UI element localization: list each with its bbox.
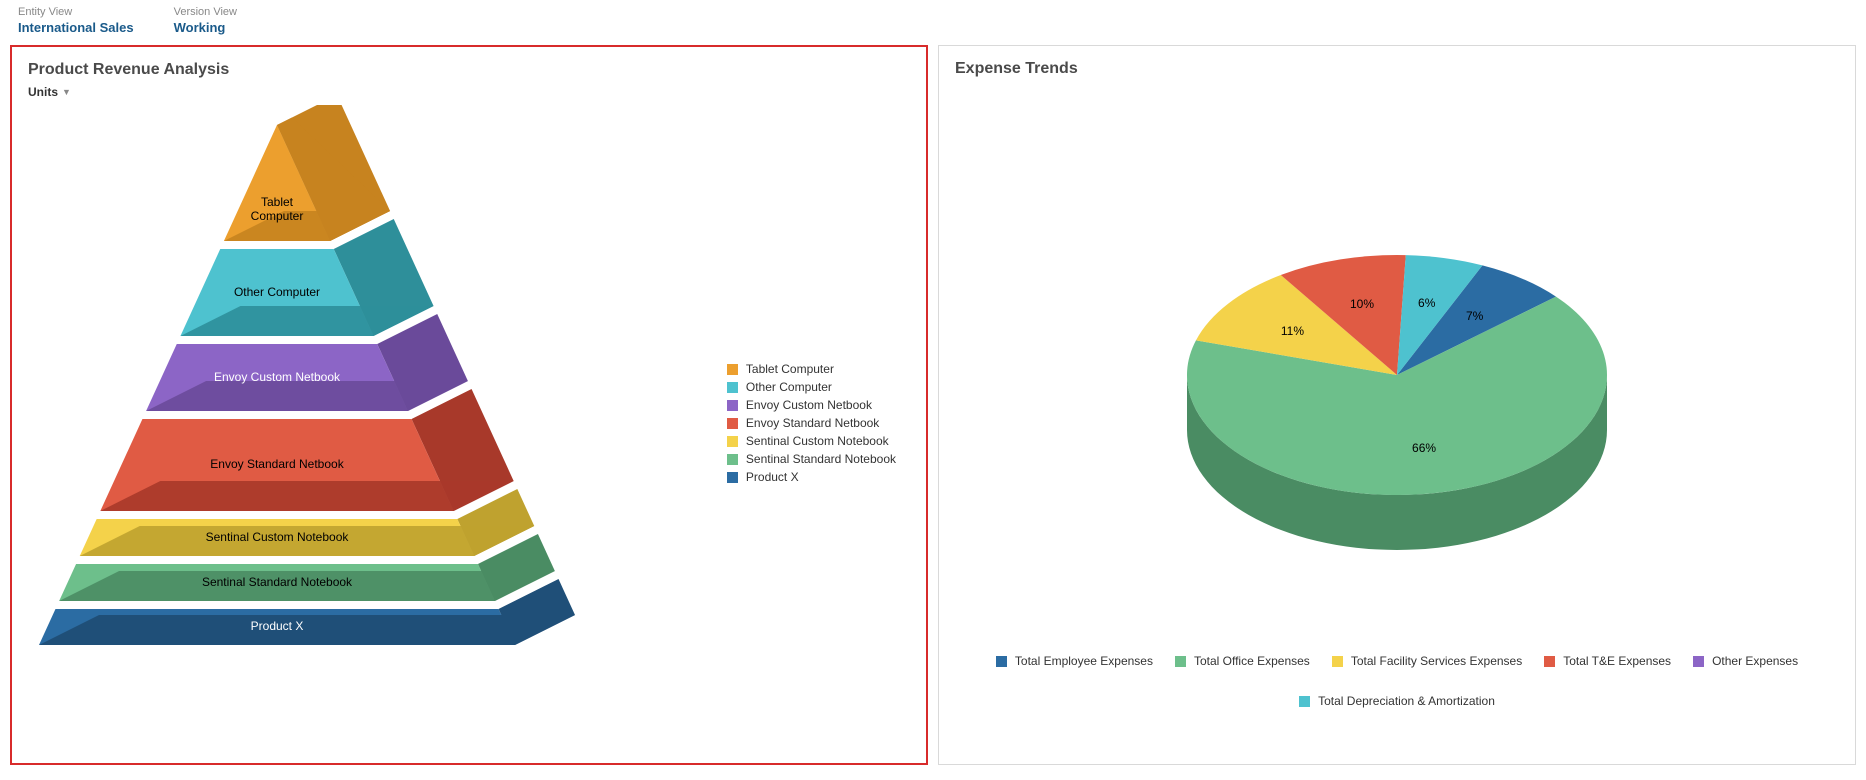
legend-item: Sentinal Standard Notebook [727, 452, 896, 466]
product-revenue-panel[interactable]: Product Revenue Analysis Units ▼ TabletC… [10, 45, 928, 765]
legend-item: Envoy Custom Netbook [727, 398, 896, 412]
entity-view-label: Entity View [18, 6, 134, 18]
pie-chart-area: 7%66%11%10%6% Total Employee ExpensesTot… [939, 84, 1855, 722]
legend-item: Total Employee Expenses [996, 654, 1153, 668]
product-revenue-title: Product Revenue Analysis [12, 47, 926, 85]
pyramid-legend: Tablet Computer Other Computer Envoy Custo… [727, 358, 896, 488]
legend-item: Product X [727, 470, 896, 484]
legend-item: Other Expenses [1693, 654, 1798, 668]
entity-view-selector[interactable]: Entity View International Sales [18, 6, 134, 35]
dashboard-panels: Product Revenue Analysis Units ▼ TabletC… [0, 35, 1866, 775]
legend-item: Total Depreciation & Amortization [1299, 694, 1495, 708]
pov-bar: Entity View International Sales Version … [0, 0, 1866, 35]
pyramid-chart-area: TabletComputerOther ComputerEnvoy Custom… [12, 105, 926, 741]
version-view-label: Version View [174, 6, 237, 18]
legend-item: Total Office Expenses [1175, 654, 1310, 668]
chevron-down-icon: ▼ [62, 87, 71, 97]
expense-trends-title: Expense Trends [939, 46, 1855, 84]
legend-item: Envoy Standard Netbook [727, 416, 896, 430]
version-view-value: Working [174, 20, 237, 35]
pie-legend: Total Employee Expenses Total Office Expe… [939, 650, 1855, 712]
expense-trends-panel[interactable]: Expense Trends 7%66%11%10%6% Total Emplo… [938, 45, 1856, 765]
legend-item: Other Computer [727, 380, 896, 394]
legend-item: Total T&E Expenses [1544, 654, 1671, 668]
legend-item: Tablet Computer [727, 362, 896, 376]
pie-chart[interactable]: 7%66%11%10%6% [1137, 190, 1657, 590]
units-dropdown[interactable]: Units ▼ [12, 85, 926, 105]
legend-item: Sentinal Custom Notebook [727, 434, 896, 448]
entity-view-value: International Sales [18, 20, 134, 35]
units-dropdown-label: Units [28, 85, 58, 99]
version-view-selector[interactable]: Version View Working [174, 6, 237, 35]
pyramid-chart[interactable]: TabletComputerOther ComputerEnvoy Custom… [32, 105, 592, 675]
legend-item: Total Facility Services Expenses [1332, 654, 1522, 668]
